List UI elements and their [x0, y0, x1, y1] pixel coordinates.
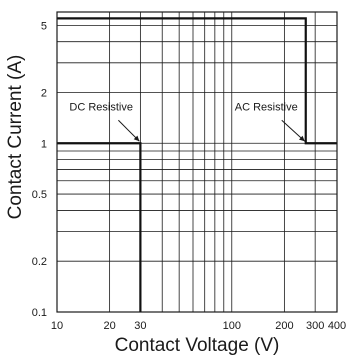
x-axis-title: Contact Voltage (V): [115, 335, 280, 356]
grid: [57, 12, 337, 312]
x-tick-label: 10: [51, 320, 63, 332]
series-lines: [57, 17, 337, 312]
series-line: [57, 142, 142, 312]
x-tick-label: 30: [134, 320, 146, 332]
annotation-arrowhead: [133, 135, 140, 142]
y-tick-label: 0.1: [32, 307, 47, 319]
x-tick-label: 200: [275, 320, 293, 332]
y-tick-label: 0.5: [32, 189, 47, 201]
annotations: DC Resistive AC Resistive: [69, 101, 306, 142]
y-tick-label: 2: [41, 87, 47, 99]
y-tick-labels: 0.1 0.2 0.5 1 2 5: [32, 20, 47, 319]
x-tick-label: 100: [223, 320, 241, 332]
annotation-label: AC Resistive: [235, 101, 298, 113]
series-line: [57, 17, 337, 145]
x-tick-labels: 10 20 30 100 200 300 400: [51, 320, 346, 332]
plot-frame: [56, 11, 338, 313]
x-tick-label: 20: [103, 320, 115, 332]
y-tick-label: 5: [41, 20, 47, 32]
annotation-label: DC Resistive: [69, 101, 133, 113]
annotation-arrowhead: [298, 135, 305, 142]
y-tick-label: 1: [41, 138, 47, 150]
x-tick-label: 300: [306, 320, 324, 332]
y-tick-label: 0.2: [32, 256, 47, 268]
x-tick-label: 400: [328, 320, 346, 332]
y-axis-title: Contact Current (A): [5, 55, 26, 220]
